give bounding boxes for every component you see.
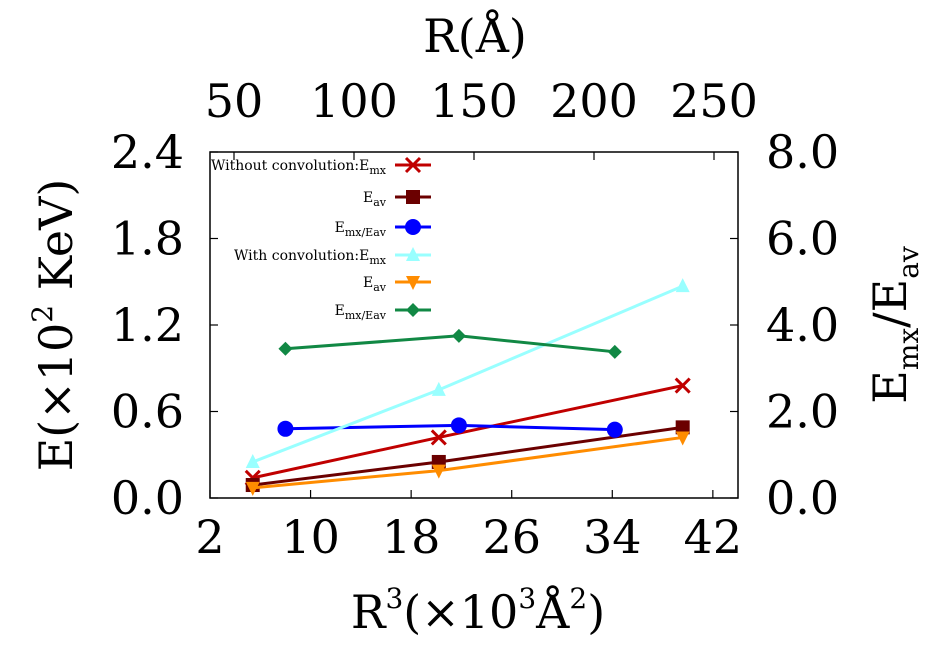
data-point (431, 381, 446, 396)
x-top-tick-label: 150 (430, 74, 518, 128)
y-left-tick-label: 0.6 (111, 385, 184, 439)
data-point (674, 377, 691, 394)
y-right-axis-label: Emx/Eav (863, 246, 925, 404)
legend-label: Emx/Eav (335, 220, 387, 239)
y-right-tick-label: 2.0 (766, 385, 839, 439)
x-top-tick-label: 100 (310, 74, 398, 128)
legend-label: With convolution:Emx (234, 248, 387, 267)
series-3 (245, 278, 690, 468)
series-2 (277, 417, 623, 438)
y-left-tick-label: 1.8 (111, 212, 184, 266)
y-right-tick-label: 6.0 (766, 212, 839, 266)
data-point (607, 344, 622, 359)
series-0 (244, 377, 691, 486)
x-top-axis-label: R(Å) (423, 8, 527, 63)
data-point (278, 341, 293, 356)
legend-marker (406, 303, 420, 317)
y-left-axis-label: E(×102 KeV) (26, 179, 83, 472)
x-bottom-axis-label: R3(×103Å2) (351, 582, 605, 639)
y-left-tick-label: 1.2 (111, 298, 184, 352)
data-point (245, 453, 260, 468)
data-point (431, 464, 446, 479)
y-right-tick-label: 0.0 (766, 471, 839, 525)
data-point (675, 278, 690, 293)
legend-label: Eav (363, 190, 387, 209)
data-point (675, 420, 690, 435)
x-bottom-tick-label: 10 (281, 510, 340, 564)
data-point (277, 420, 294, 437)
y-left-tick-label: 0.0 (111, 471, 184, 525)
y-right-tick-label: 8.0 (766, 125, 839, 179)
legend-marker (406, 247, 420, 261)
x-bottom-tick-label: 42 (684, 510, 743, 564)
x-bottom-tick-label: 26 (482, 510, 541, 564)
series-layer (244, 278, 691, 496)
legend-marker (404, 156, 422, 174)
legend-marker (405, 219, 421, 235)
x-bottom-tick-label: 18 (382, 510, 441, 564)
legend-marker (406, 276, 420, 290)
axes: 2 10 18 26 34 42 50 100 150 200 250 0.0 0.6 1.2 1.8 2.4… (111, 74, 839, 564)
y-left-tick-label: 2.4 (111, 125, 184, 179)
x-bottom-tick-label: 2 (195, 510, 224, 564)
data-point (606, 421, 623, 438)
series-5 (278, 328, 622, 359)
series-line (285, 334, 615, 354)
x-top-tick-label: 200 (550, 74, 638, 128)
data-point (430, 429, 447, 446)
data-point (675, 431, 690, 446)
legend-label: Without convolution:Emx (211, 158, 387, 177)
x-bottom-tick-label: 34 (583, 510, 642, 564)
legend-marker (406, 190, 420, 204)
legend: Without convolution:Emx Eav Emx/Eav With co… (211, 156, 431, 322)
x-top-tick-label: 50 (205, 74, 264, 128)
data-point (451, 328, 466, 343)
plot-frame (209, 151, 739, 499)
y-right-tick-label: 4.0 (766, 298, 839, 352)
data-point (450, 417, 467, 434)
data-point (245, 481, 260, 496)
legend-label: Eav (363, 275, 387, 294)
legend-label: Emx/Eav (335, 303, 387, 322)
x-top-tick-label: 250 (670, 74, 758, 128)
series-4 (245, 431, 690, 496)
